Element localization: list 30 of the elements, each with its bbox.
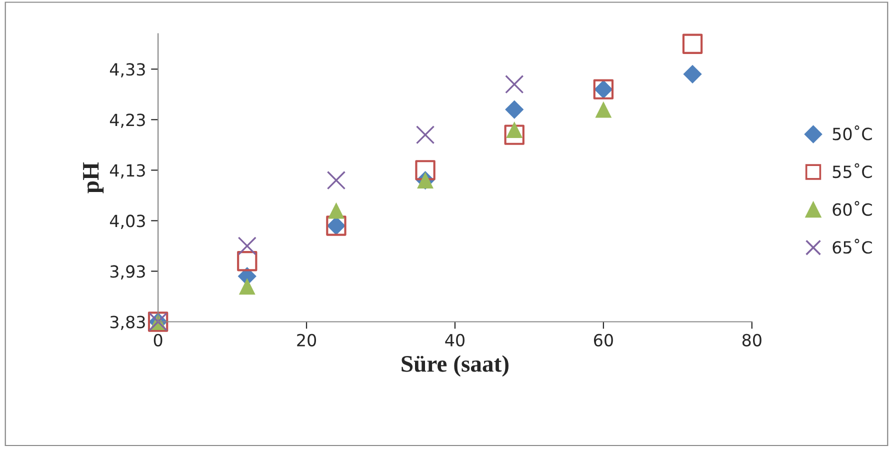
point (328, 202, 344, 219)
point (237, 251, 258, 272)
legend-label: 55˚C (832, 163, 872, 178)
y-tick-label: 4,23 (110, 114, 145, 128)
point (238, 236, 256, 256)
point (238, 278, 256, 295)
point (595, 101, 612, 118)
x-axis-title: Süre (saat) (402, 355, 508, 377)
x-tick-label: 60 (594, 334, 613, 346)
x-tick-label: 40 (445, 334, 464, 346)
point (416, 125, 435, 144)
point (326, 170, 346, 190)
point (504, 124, 524, 145)
x-tick-label: 80 (742, 334, 762, 346)
y-tick-label: 4,33 (110, 63, 145, 78)
point (682, 34, 703, 54)
point (683, 64, 702, 84)
point (505, 100, 524, 119)
x-tick-label: 20 (297, 334, 316, 346)
y-tick-label: 4,13 (110, 164, 145, 178)
x-tick-label: 0 (154, 334, 162, 346)
y-tick-label: 3,83 (110, 316, 145, 330)
legend-label: 65˚C (832, 238, 872, 254)
y-tick-label: 3,93 (110, 265, 145, 280)
y-tick-label: 4,03 (110, 214, 145, 229)
point (505, 74, 524, 94)
legend-label: 60˚C (832, 201, 872, 216)
legend-label: 50˚C (832, 125, 872, 140)
y-axis-title: pH (83, 162, 104, 194)
point (415, 160, 436, 180)
